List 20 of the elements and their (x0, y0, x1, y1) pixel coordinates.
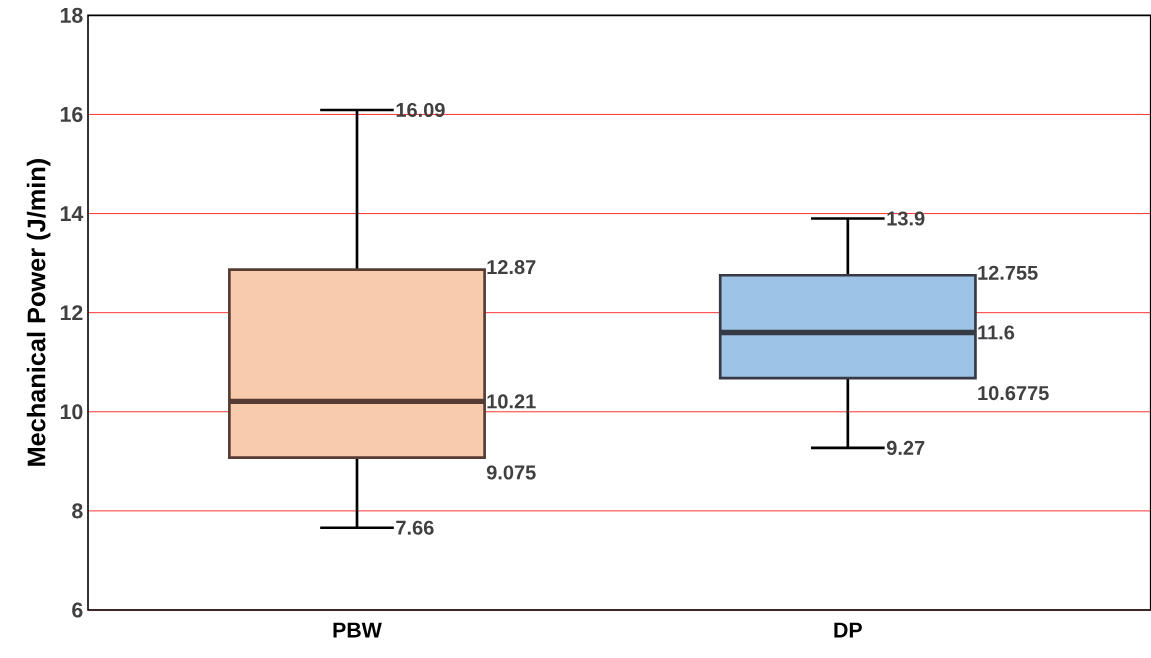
annotation: 11.6 (978, 325, 1015, 340)
annotation: 12.755 (978, 265, 1038, 280)
y-tick-label: 10 (60, 404, 83, 420)
x-tick-label: PBW (333, 622, 382, 638)
annotation: 9.075 (486, 465, 536, 480)
annotation: 10.6775 (978, 385, 1049, 401)
y-axis-title: Mechanical Power (J/min) (26, 159, 51, 466)
x-tick-label: DP (834, 622, 862, 638)
y-tick-label: 6 (72, 602, 83, 618)
y-tick-label: 14 (60, 206, 84, 221)
y-tick-label: 12 (60, 305, 83, 321)
annotation: 9.27 (886, 440, 925, 456)
annotation: 13.9 (887, 211, 925, 226)
annotation: 12.87 (487, 259, 536, 275)
y-tick-label: 16 (60, 106, 83, 122)
annotation: 16.09 (396, 102, 445, 118)
y-tick-label: 18 (60, 7, 83, 23)
y-tick-label: 8 (72, 503, 83, 519)
annotation: 7.66 (396, 520, 434, 535)
annotation: 10.21 (487, 394, 536, 409)
